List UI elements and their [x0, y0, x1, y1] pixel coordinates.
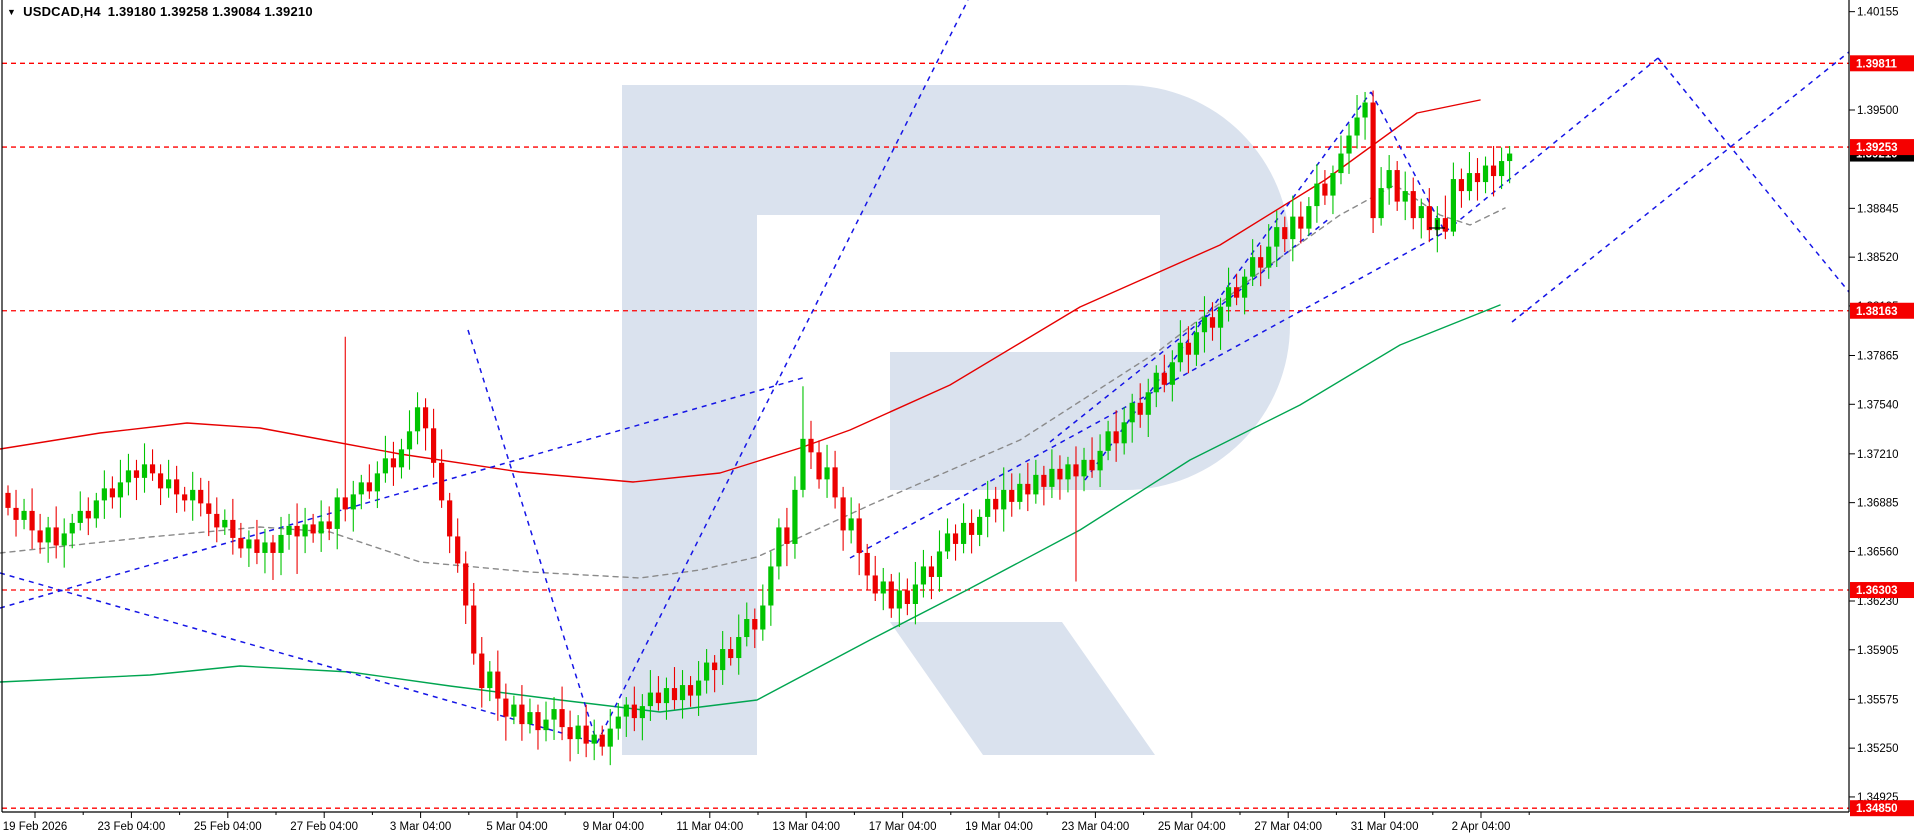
svg-text:1.39500: 1.39500: [1857, 105, 1899, 117]
svg-text:31 Mar 04:00: 31 Mar 04:00: [1351, 821, 1419, 833]
svg-text:1.34850: 1.34850: [1856, 803, 1898, 815]
svg-text:9 Mar 04:00: 9 Mar 04:00: [583, 821, 644, 833]
ohlc-values: 1.39180 1.39258 1.39084 1.39210: [107, 4, 313, 19]
svg-text:25 Mar 04:00: 25 Mar 04:00: [1158, 821, 1226, 833]
svg-text:1.39253: 1.39253: [1856, 142, 1898, 154]
svg-text:1.35575: 1.35575: [1857, 694, 1899, 706]
svg-text:17 Mar 04:00: 17 Mar 04:00: [869, 821, 937, 833]
svg-text:11 Mar 04:00: 11 Mar 04:00: [676, 821, 743, 833]
svg-text:2 Apr 04:00: 2 Apr 04:00: [1452, 821, 1511, 833]
level-price-tag: 1.36303: [1850, 582, 1914, 599]
svg-text:1.38520: 1.38520: [1857, 252, 1899, 264]
svg-text:1.36230: 1.36230: [1857, 596, 1899, 608]
trendlines: [0, 0, 1850, 744]
level-price-tag: 1.34850: [1850, 800, 1914, 817]
svg-text:1.36303: 1.36303: [1856, 585, 1898, 597]
svg-text:3 Mar 04:00: 3 Mar 04:00: [390, 821, 451, 833]
svg-text:25 Feb 04:00: 25 Feb 04:00: [194, 821, 262, 833]
ma-fast-gray: [0, 184, 1506, 579]
crosshair-cursor: [1429, 220, 1445, 236]
svg-text:27 Mar 04:00: 27 Mar 04:00: [1254, 821, 1322, 833]
plot-border: [1, 0, 1850, 813]
symbol-period-label: USDCAD,H4: [23, 4, 101, 19]
svg-text:1.38163: 1.38163: [1856, 306, 1898, 318]
svg-text:1.36885: 1.36885: [1857, 498, 1899, 510]
svg-text:1.38845: 1.38845: [1857, 203, 1899, 215]
level-price-tag: 1.39253: [1850, 139, 1914, 156]
time-axis[interactable]: 19 Feb 2026 23 Feb 04:00 25 Feb 04:00 27 Fe…: [3, 812, 1530, 833]
svg-text:1.35905: 1.35905: [1857, 645, 1899, 657]
level-price-tag: 1.39811: [1850, 55, 1914, 72]
svg-text:1.37540: 1.37540: [1857, 399, 1899, 411]
svg-text:1.36560: 1.36560: [1857, 546, 1899, 558]
svg-text:1.40155: 1.40155: [1857, 7, 1899, 19]
ma-mid-red: [0, 99, 1481, 483]
svg-text:1.39811: 1.39811: [1856, 58, 1898, 70]
price-axis[interactable]: 1.401551.395001.388451.385201.381951.378…: [1849, 7, 1899, 804]
svg-text:19 Mar 04:00: 19 Mar 04:00: [965, 821, 1033, 833]
svg-text:5 Mar 04:00: 5 Mar 04:00: [486, 821, 547, 833]
svg-text:1.37865: 1.37865: [1857, 350, 1899, 362]
svg-text:23 Feb 04:00: 23 Feb 04:00: [98, 821, 166, 833]
svg-text:13 Mar 04:00: 13 Mar 04:00: [772, 821, 840, 833]
svg-text:19 Feb 2026: 19 Feb 2026: [3, 821, 68, 833]
level-price-tag: 1.38163: [1850, 302, 1914, 319]
svg-text:27 Feb 04:00: 27 Feb 04:00: [290, 821, 358, 833]
chart-title: ▼ USDCAD,H4 1.39180 1.39258 1.39084 1.39…: [7, 4, 313, 19]
ma-slow-green: [0, 304, 1501, 713]
symbol-dropdown-icon[interactable]: ▼: [7, 7, 17, 17]
candles-layer: [5, 90, 1513, 766]
svg-text:1.37210: 1.37210: [1857, 449, 1899, 461]
svg-text:1.35250: 1.35250: [1857, 743, 1899, 755]
price-level-lines: [2, 62, 1849, 809]
svg-text:23 Mar 04:00: 23 Mar 04:00: [1062, 821, 1130, 833]
